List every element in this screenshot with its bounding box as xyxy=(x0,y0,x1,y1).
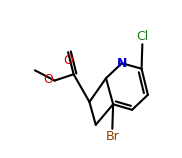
Text: N: N xyxy=(117,58,127,70)
Text: Br: Br xyxy=(105,130,119,143)
Text: O: O xyxy=(43,73,53,86)
Text: O: O xyxy=(63,54,73,67)
Text: Cl: Cl xyxy=(136,30,149,43)
